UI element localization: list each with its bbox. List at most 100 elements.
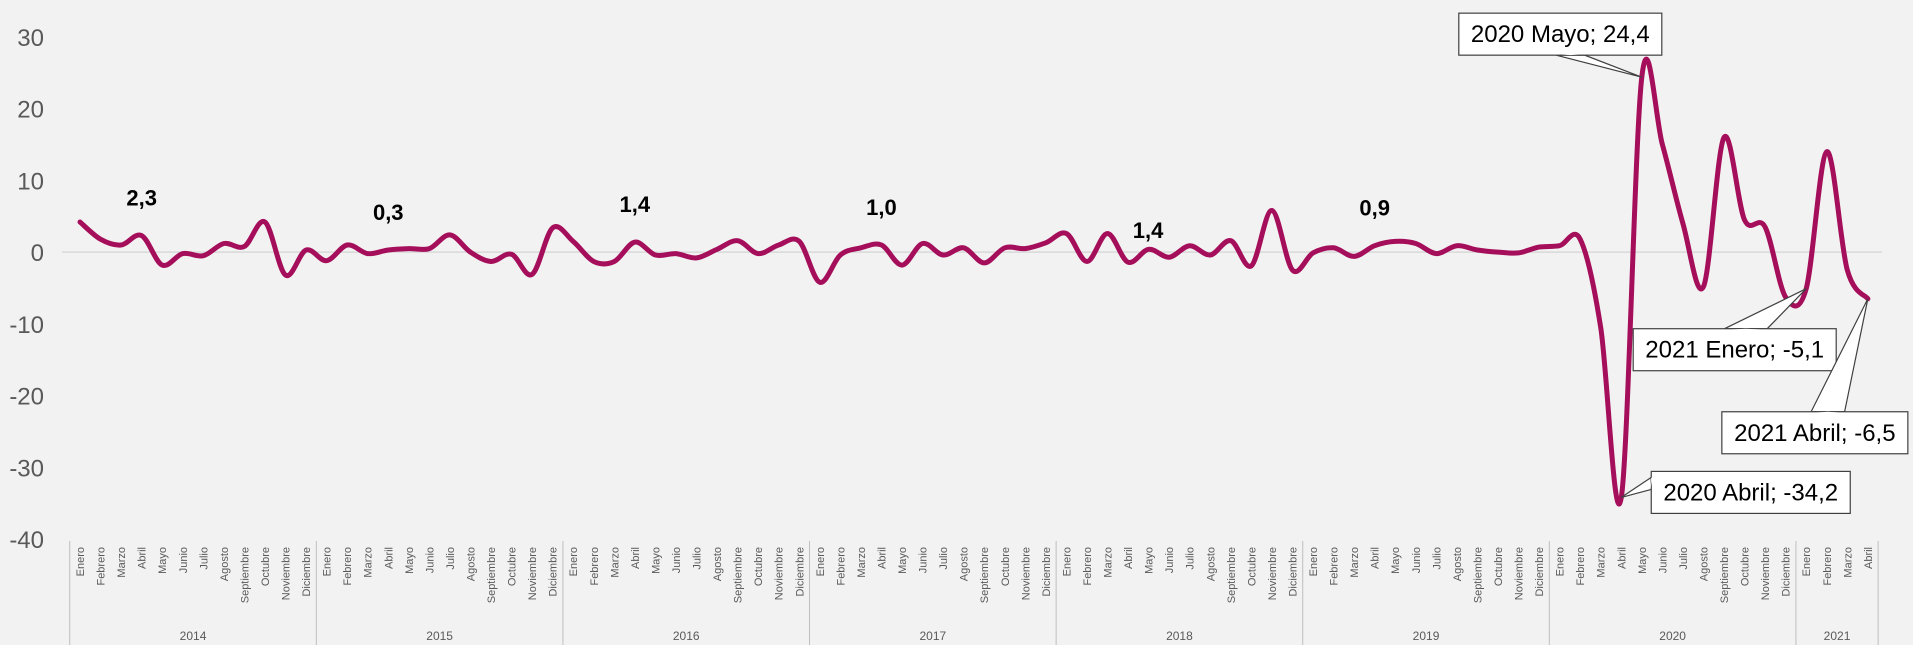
month-tick-label: Febrero (1575, 547, 1587, 586)
y-tick-label: 10 (17, 168, 44, 195)
month-tick-label: Diciembre (1534, 547, 1546, 597)
month-tick-label: Octubre (753, 547, 765, 586)
month-tick-label: Agosto (712, 547, 724, 581)
month-tick-label: Julio (1185, 547, 1197, 570)
month-tick-label: Julio (1431, 547, 1443, 570)
month-tick-label: Enero (75, 547, 87, 576)
month-tick-label: Mayo (897, 547, 909, 574)
y-tick-label: 30 (17, 25, 44, 52)
month-tick-label: Julio (445, 547, 457, 570)
month-tick-label: Noviembre (774, 547, 786, 600)
month-tick-label: Noviembre (527, 547, 539, 600)
month-tick-label: Diciembre (1287, 547, 1299, 597)
month-tick-label: Junio (424, 547, 436, 573)
year-tick-label: 2019 (1413, 629, 1440, 643)
month-tick-label: Septiembre (1719, 547, 1731, 603)
month-tick-label: Junio (1657, 547, 1669, 573)
month-tick-label: Enero (1308, 547, 1320, 576)
month-tick-label: Septiembre (733, 547, 745, 603)
month-tick-label: Junio (178, 547, 190, 573)
month-tick-label: Mayo (157, 547, 169, 574)
month-tick-label: Enero (815, 547, 827, 576)
month-tick-label: Agosto (1452, 547, 1464, 581)
month-tick-label: Enero (1555, 547, 1567, 576)
month-tick-label: Agosto (465, 547, 477, 581)
data-label: 0,9 (1359, 196, 1390, 221)
data-label: 1,0 (866, 195, 897, 220)
month-tick-label: Octubre (1000, 547, 1012, 586)
month-tick-label: Junio (671, 547, 683, 573)
callout-box (1632, 328, 1837, 372)
month-tick-label: Febrero (1082, 547, 1094, 586)
month-tick-label: Julio (692, 547, 704, 570)
series-line (77, 56, 1871, 507)
callout-label: 2021 Abril; -6,5 (1734, 420, 1895, 447)
month-tick-label: Diciembre (1781, 547, 1793, 597)
month-tick-label: Junio (918, 547, 930, 573)
callout-pointer-mask (1557, 54, 1584, 56)
month-tick-label: Agosto (959, 547, 971, 581)
month-tick-label: Marzo (1596, 547, 1608, 578)
month-tick-label: Enero (568, 547, 580, 576)
month-tick-label: Octubre (260, 547, 272, 586)
callout-box (1650, 470, 1851, 515)
month-tick-label: Febrero (342, 547, 354, 586)
month-tick-label: Septiembre (486, 547, 498, 603)
callout-label: 2020 Abril; -34,2 (1663, 479, 1838, 506)
y-tick-label: -10 (9, 312, 44, 339)
callout-box (1721, 411, 1909, 455)
month-tick-label: Diciembre (794, 547, 806, 597)
y-tick-label: -40 (9, 527, 44, 554)
month-tick-label: Octubre (507, 547, 519, 586)
y-tick-label: 20 (17, 97, 44, 124)
month-tick-label: Abril (1123, 547, 1135, 569)
month-tick-label: Enero (1061, 547, 1073, 576)
month-tick-label: Septiembre (239, 547, 251, 603)
month-tick-label: Marzo (1103, 547, 1115, 578)
month-tick-label: Enero (1801, 547, 1813, 576)
month-tick-label: Octubre (1493, 547, 1505, 586)
month-tick-label: Mayo (1637, 547, 1649, 574)
month-tick-label: Abril (876, 547, 888, 569)
month-tick-label: Noviembre (1760, 547, 1772, 600)
data-label: 1,4 (620, 192, 651, 217)
month-tick-label: Febrero (1822, 547, 1834, 586)
month-tick-label: Abril (383, 547, 395, 569)
month-tick-label: Abril (1616, 547, 1628, 569)
data-label: 2,3 (126, 186, 157, 211)
year-tick-label: 2017 (919, 629, 946, 643)
callout-pointer-mask (1725, 328, 1767, 330)
month-tick-label: Julio (938, 547, 950, 570)
year-tick-label: 2018 (1166, 629, 1193, 643)
month-tick-label: Abril (1370, 547, 1382, 569)
month-tick-label: Marzo (609, 547, 621, 578)
month-tick-label: Agosto (1205, 547, 1217, 581)
callout-box (1458, 12, 1663, 56)
y-tick-label: -30 (9, 455, 44, 482)
month-tick-label: Septiembre (1226, 547, 1238, 603)
month-tick-label: Octubre (1246, 547, 1258, 586)
month-tick-label: Mayo (1144, 547, 1156, 574)
month-tick-label: Mayo (1390, 547, 1402, 574)
year-tick-label: 2021 (1824, 629, 1851, 643)
month-tick-label: Noviembre (1267, 547, 1279, 600)
month-tick-label: Mayo (404, 547, 416, 574)
month-tick-label: Septiembre (1472, 547, 1484, 603)
data-label: 0,3 (373, 200, 404, 225)
month-tick-label: Febrero (589, 547, 601, 586)
callout-pointer-mask (1650, 477, 1653, 491)
year-tick-label: 2020 (1659, 629, 1686, 643)
month-tick-label: Abril (630, 547, 642, 569)
year-tick-label: 2016 (673, 629, 700, 643)
month-tick-label: Noviembre (1514, 547, 1526, 600)
month-tick-label: Marzo (856, 547, 868, 578)
data-label: 1,4 (1133, 218, 1164, 243)
month-tick-label: Enero (322, 547, 334, 576)
callout-label: 2020 Mayo; 24,4 (1471, 21, 1650, 48)
month-tick-label: Julio (1678, 547, 1690, 570)
month-tick-label: Junio (1164, 547, 1176, 573)
month-tick-label: Marzo (116, 547, 128, 578)
